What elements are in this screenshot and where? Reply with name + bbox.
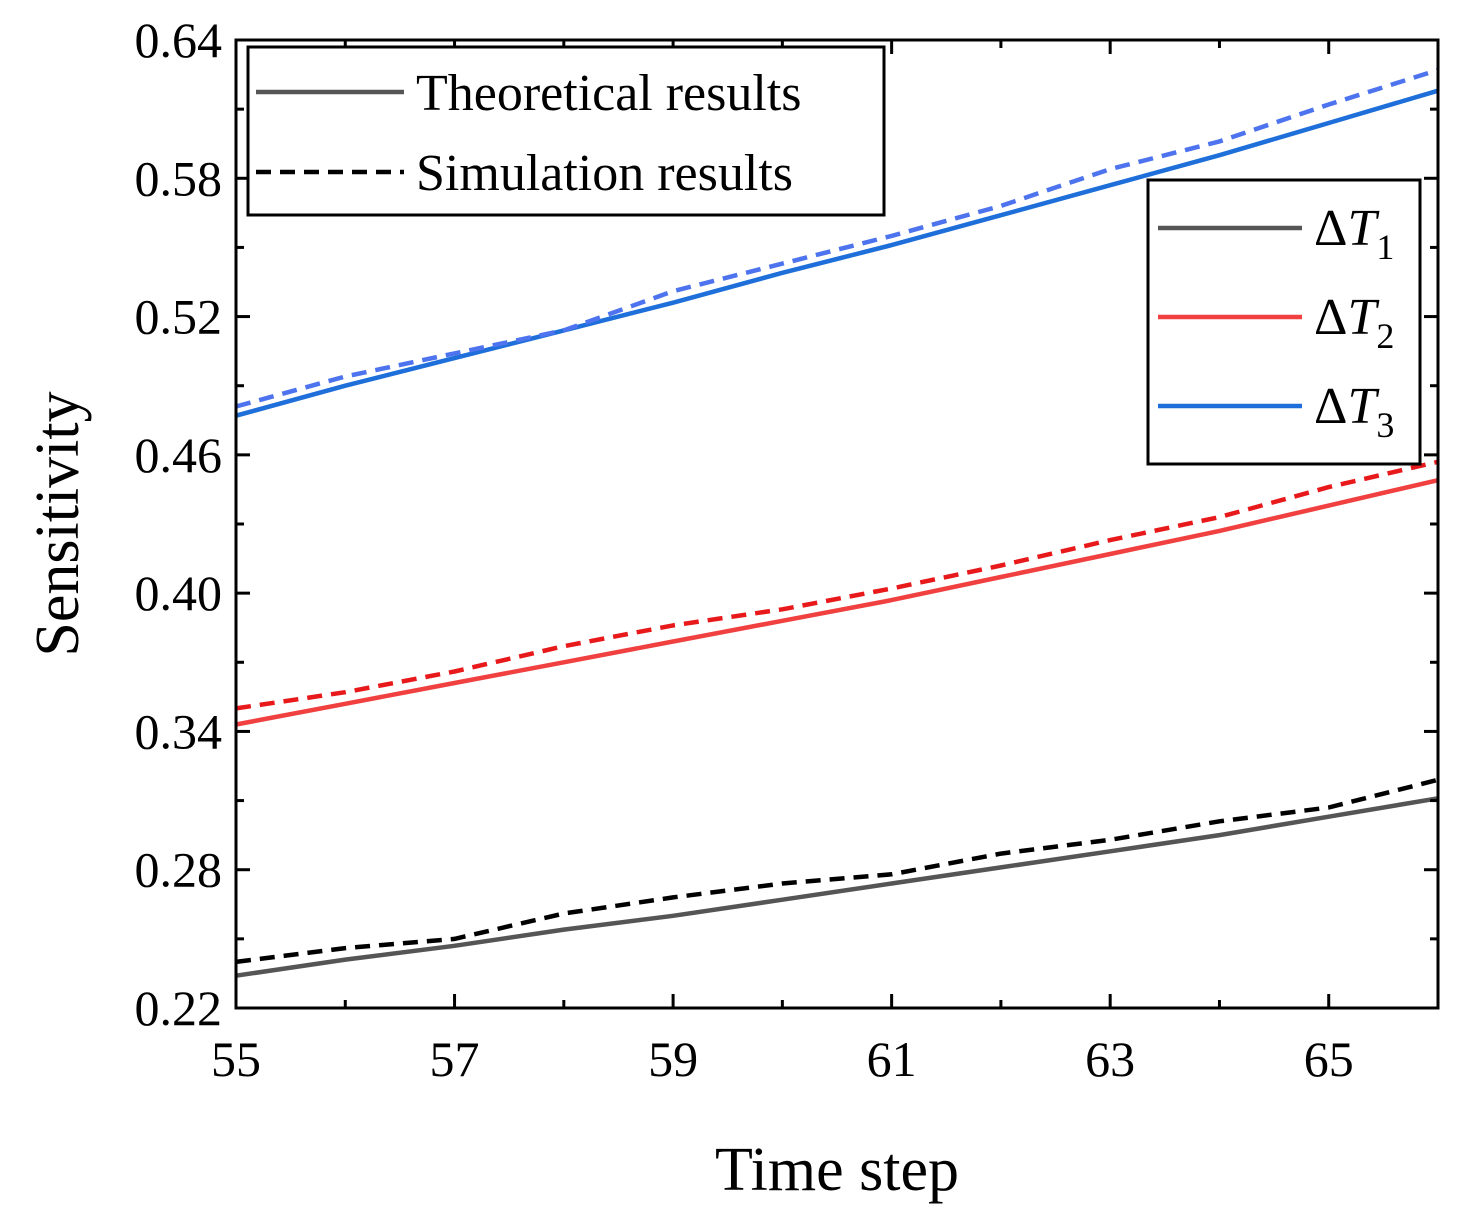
x-tick-label: 55 (211, 1031, 261, 1087)
legend-series-label: ΔT2 (1314, 289, 1394, 356)
tick-labels-layer: 55 57 59 61 63 65 0.22 0.28 0.34 0.40 0.46 0.52 0.58… (135, 12, 1354, 1087)
legend-style-label: Simulation results (416, 145, 793, 202)
series-line-t1-simulation (235, 777, 1439, 965)
legend-series-label: ΔT3 (1314, 378, 1394, 445)
legend-style-box: Theoretical results Simulation results (246, 45, 886, 217)
y-tick-label: 0.58 (135, 150, 223, 206)
series-line-t1-theoretical (235, 796, 1439, 978)
y-tick-label: 0.34 (135, 703, 223, 759)
x-axis-title: Time step (715, 1136, 959, 1204)
x-tick-label: 57 (430, 1031, 480, 1087)
x-tick-label: 59 (648, 1031, 698, 1087)
series-line-t2-theoretical (235, 478, 1439, 727)
y-tick-label: 0.28 (135, 842, 223, 898)
y-tick-label: 0.52 (135, 289, 223, 345)
x-tick-label: 63 (1085, 1031, 1135, 1087)
x-tick-label: 65 (1304, 1031, 1354, 1087)
y-tick-label: 0.46 (135, 427, 223, 483)
y-tick-label: 0.22 (135, 980, 223, 1036)
series-line-t3-theoretical (235, 88, 1439, 418)
legend-style-label: Theoretical results (416, 65, 802, 122)
x-tick-label: 61 (867, 1031, 917, 1087)
series-line-t3-simulation (235, 67, 1439, 409)
series-layer (235, 67, 1439, 978)
y-tick-label: 0.64 (135, 12, 223, 68)
legend-series-label: ΔT1 (1314, 200, 1394, 267)
legend-style-frame (246, 45, 886, 217)
legend-series-box: ΔT1 ΔT2 ΔT3 (1146, 178, 1422, 466)
y-tick-label: 0.40 (135, 565, 223, 621)
y-axis-title: Sensitivity (24, 391, 92, 656)
series-line-t2-simulation (235, 459, 1439, 711)
